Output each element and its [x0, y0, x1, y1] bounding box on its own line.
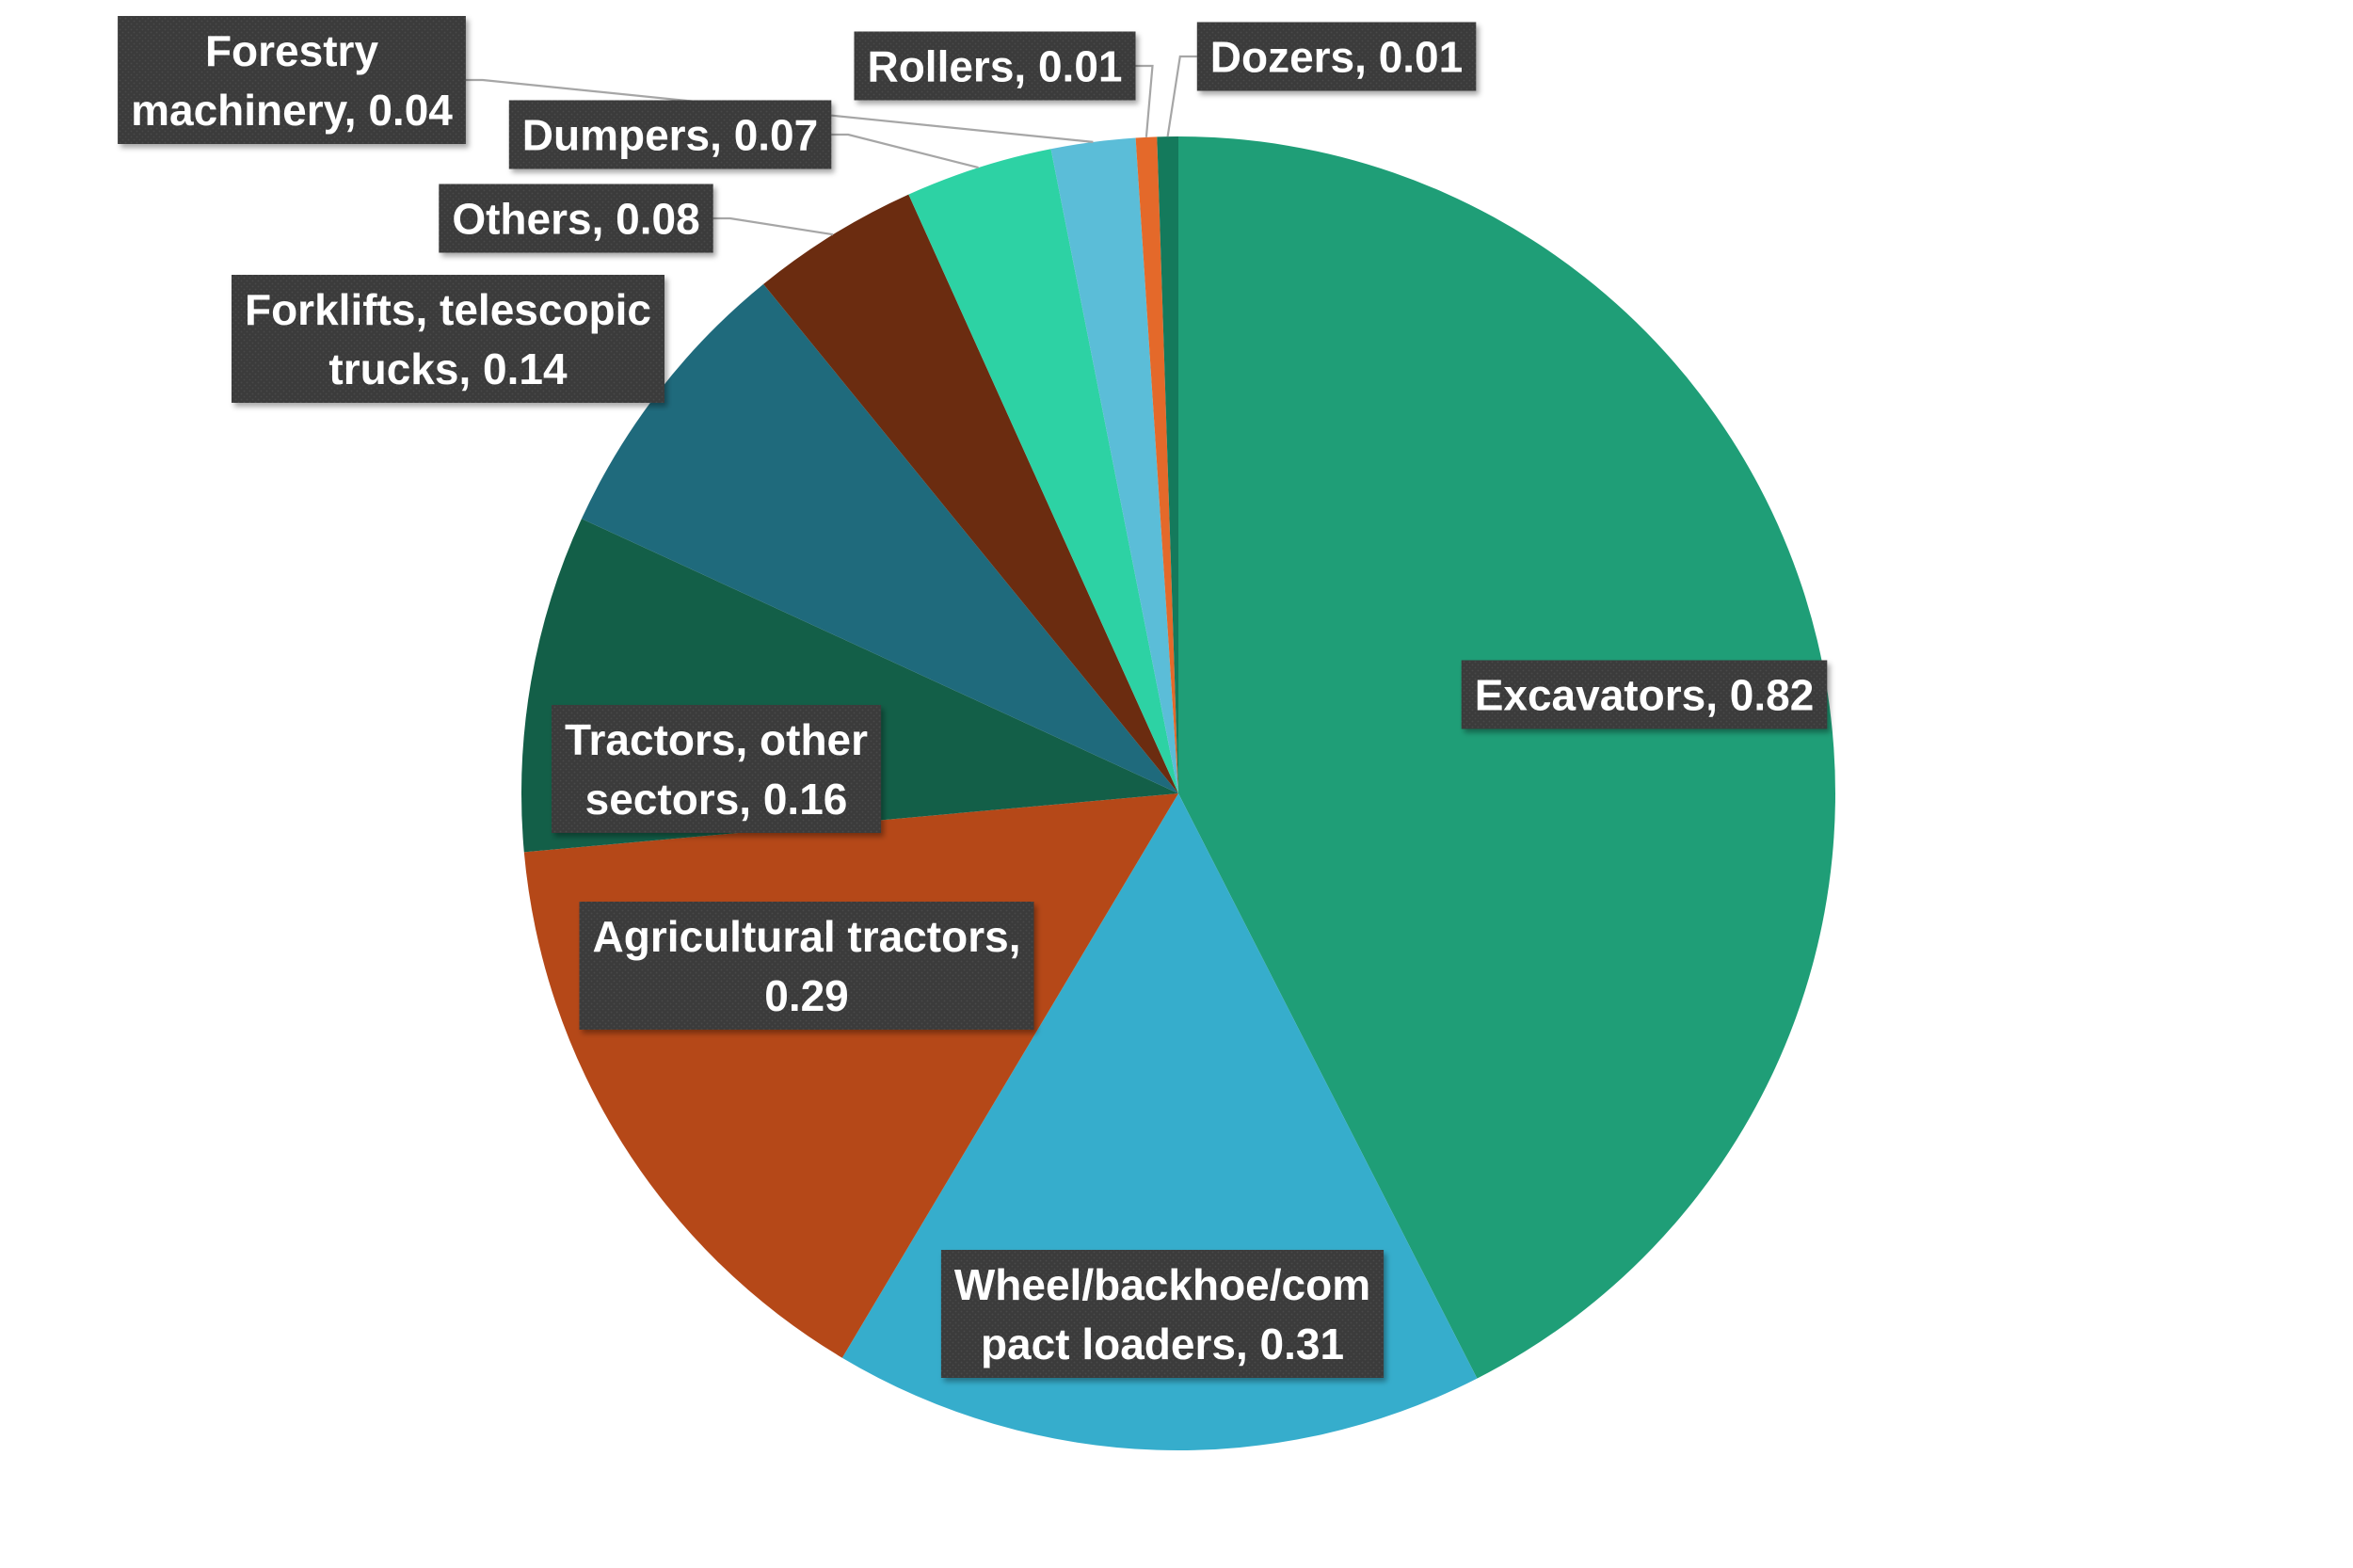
data-label-text: 0.29	[764, 971, 849, 1020]
data-label-box	[232, 275, 664, 403]
data-label-box	[439, 184, 713, 253]
data-label-excavators: Excavators, 0.82	[1461, 660, 1828, 729]
data-label-box	[1196, 22, 1477, 91]
data-label-text: Others, 0.08	[452, 195, 699, 244]
data-label-text: pact loaders, 0.31	[981, 1320, 1344, 1368]
data-label-box	[552, 705, 882, 833]
data-label-box	[1461, 660, 1828, 729]
data-label-tractors-other-sectors: Tractors, other sectors, 0.16	[552, 705, 882, 833]
pie-slice-forestry-machinery	[1050, 137, 1178, 794]
data-label-others: Others, 0.08	[439, 184, 713, 253]
data-label-box	[118, 16, 466, 144]
leader-line-dumpers	[831, 133, 979, 169]
leader-lines	[465, 55, 1197, 236]
pie-slice-dozers	[1157, 136, 1178, 793]
data-label-text: Dumpers, 0.07	[522, 111, 818, 160]
data-label-text: Rollers, 0.01	[867, 42, 1122, 91]
pie-slice-others	[763, 194, 1178, 793]
data-label-box	[940, 1250, 1385, 1378]
pie-slice-dumpers	[908, 149, 1178, 793]
data-labels: Excavators, 0.82 Wheel/backhoe/com pact lo…	[118, 16, 1828, 1378]
data-label-text: Excavators, 0.82	[1475, 671, 1815, 720]
data-label-box	[579, 902, 1034, 1030]
data-label-forklifts-telescopic-trucks: Forklifts, telescopic trucks, 0.14	[232, 275, 664, 403]
data-label-text: machinery, 0.04	[131, 86, 453, 135]
data-label-text: Agricultural tractors,	[593, 912, 1021, 961]
leader-line-rollers	[1135, 64, 1154, 137]
data-label-agricultural-tractors: Agricultural tractors, 0.29	[579, 902, 1034, 1030]
data-label-box	[854, 31, 1136, 101]
pie-slice-rollers	[1135, 136, 1178, 793]
data-label-dumpers: Dumpers, 0.07	[508, 100, 832, 169]
data-label-text: Forklifts, telescopic	[245, 285, 651, 334]
leader-line-dozers	[1166, 55, 1197, 137]
data-label-text: Dozers, 0.01	[1210, 33, 1463, 82]
data-label-text: Wheel/backhoe/com	[954, 1260, 1370, 1309]
data-label-dozers: Dozers, 0.01	[1196, 22, 1477, 91]
data-label-text: Forestry	[205, 26, 378, 75]
data-label-rollers: Rollers, 0.01	[854, 31, 1136, 101]
data-label-text: Tractors, other	[565, 715, 868, 764]
data-label-text: trucks, 0.14	[328, 344, 568, 393]
data-label-text: sectors, 0.16	[585, 775, 848, 824]
data-label-forestry-machinery: Forestry machinery, 0.04	[118, 16, 466, 144]
pie-slice-forklifts-telescopic-trucks	[581, 283, 1178, 793]
data-label-wheel-backhoe-compact-loaders: Wheel/backhoe/com pact loaders, 0.31	[940, 1250, 1385, 1378]
pie-slice-excavators	[1178, 136, 1835, 1379]
leader-line-others	[712, 216, 834, 236]
data-label-box	[508, 100, 832, 169]
leader-line-forestry-machinery	[465, 78, 1094, 143]
